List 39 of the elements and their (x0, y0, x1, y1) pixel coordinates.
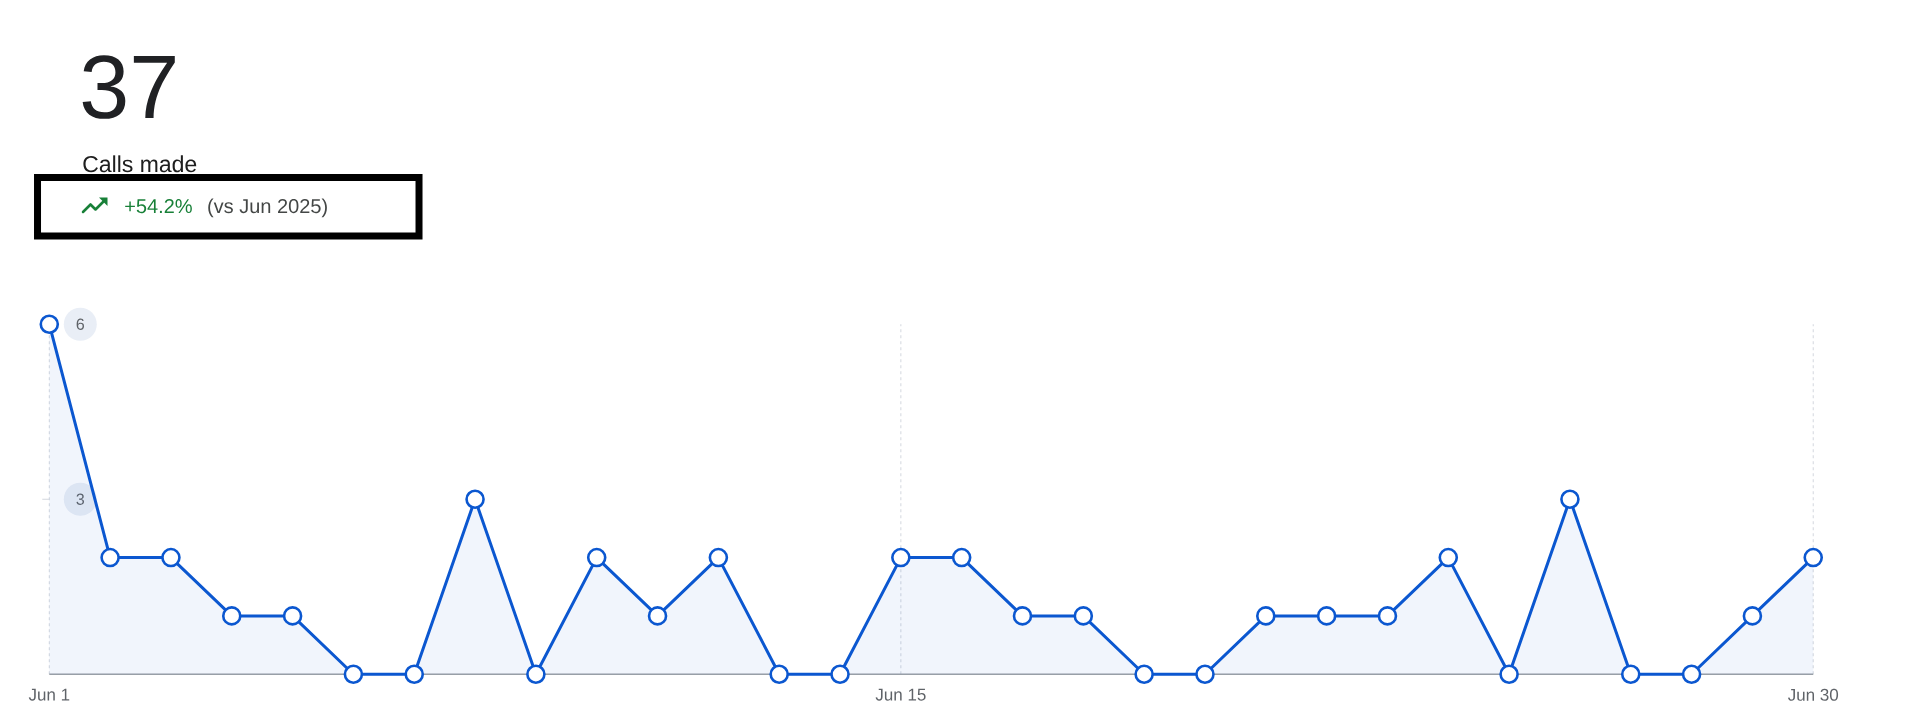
point (1803, 547, 1824, 568)
point (586, 547, 607, 568)
point (1134, 664, 1154, 685)
point (161, 547, 181, 568)
point (1681, 664, 1702, 685)
point (1742, 606, 1763, 626)
point (221, 606, 242, 626)
x-tick-label: Jun 15 (875, 688, 926, 701)
x-tick-label: Jun 30 (1787, 688, 1839, 701)
point (404, 664, 425, 685)
point (1012, 606, 1033, 626)
text: (vs Jun 2025) (208, 198, 327, 218)
point (891, 547, 911, 568)
x-tick-label: Jun 1 (28, 688, 70, 701)
point (39, 314, 60, 335)
point (1438, 547, 1459, 568)
point (343, 664, 364, 685)
point (951, 547, 972, 568)
point (1195, 664, 1215, 685)
point (100, 547, 120, 568)
point (1620, 664, 1641, 685)
point (830, 664, 850, 685)
point (1316, 606, 1337, 626)
chart-subtitle: Calls made (83, 155, 197, 173)
point (1073, 606, 1094, 626)
point (465, 489, 485, 510)
point (769, 664, 789, 685)
point (1499, 664, 1519, 685)
point (1377, 606, 1398, 626)
point (282, 606, 303, 626)
point (1560, 489, 1580, 510)
point (647, 606, 668, 626)
point (1256, 606, 1276, 626)
text: +54.2% (125, 199, 192, 214)
y-tick-label: 3 (76, 493, 85, 505)
point (708, 547, 729, 568)
y-tick-label: 6 (76, 318, 85, 330)
chart-title: 37 (82, 55, 175, 119)
point (526, 664, 546, 685)
